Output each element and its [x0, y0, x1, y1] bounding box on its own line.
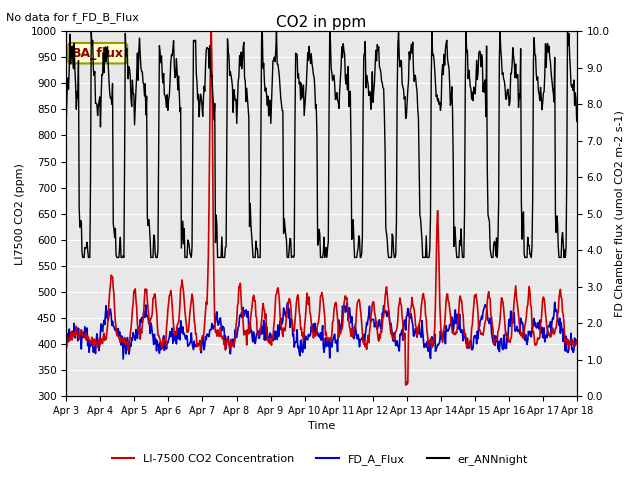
Text: No data for f_FD_B_Flux: No data for f_FD_B_Flux	[6, 12, 140, 23]
Legend: LI-7500 CO2 Concentration, FD_A_Flux, er_ANNnight: LI-7500 CO2 Concentration, FD_A_Flux, er…	[108, 450, 532, 469]
Text: BA_flux: BA_flux	[72, 47, 124, 60]
Title: CO2 in ppm: CO2 in ppm	[276, 15, 367, 30]
X-axis label: Time: Time	[308, 421, 335, 432]
Y-axis label: FD Chamber flux (umol CO2 m-2 s-1): FD Chamber flux (umol CO2 m-2 s-1)	[615, 110, 625, 317]
Y-axis label: LI7500 CO2 (ppm): LI7500 CO2 (ppm)	[15, 163, 25, 264]
